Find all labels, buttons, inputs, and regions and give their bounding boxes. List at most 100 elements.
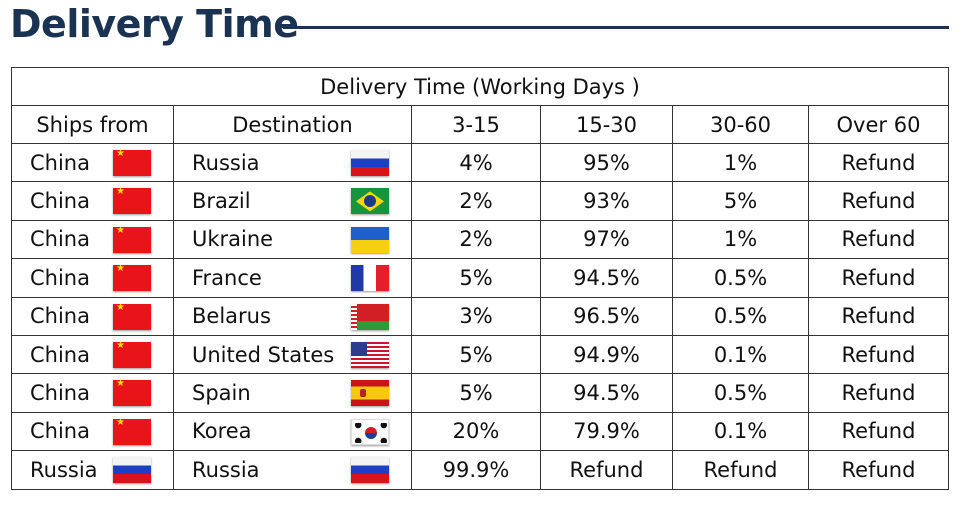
ships-from-cell: China <box>11 181 174 221</box>
ships-from-cell: China <box>11 142 174 183</box>
cn-flag-icon <box>113 265 151 292</box>
header-ships-from: Ships from <box>11 105 174 144</box>
table-row: China Ukraine 2%97%1%Refund <box>11 219 949 260</box>
cn-flag-icon <box>113 380 151 407</box>
destination-name: Ukraine <box>192 227 274 252</box>
table-row: China Russia 4%95%1%Refund <box>11 142 949 183</box>
pct-30-60: 0.1% <box>672 411 809 452</box>
over-60: Refund <box>808 142 949 183</box>
title-rule <box>283 26 949 29</box>
over-60: Refund <box>808 334 949 375</box>
pct-3-15: 3% <box>411 296 541 336</box>
destination-cell: Ukraine <box>173 219 412 260</box>
header-destination: Destination <box>173 105 412 144</box>
cn-flag-icon <box>113 303 151 330</box>
pct-30-60: 0.5% <box>672 296 809 336</box>
ru-flag-icon <box>113 457 151 484</box>
table-row: China United States 5%94.9%0.1%Refund <box>11 334 949 375</box>
kr-flag-icon <box>351 418 389 445</box>
pct-30-60: 1% <box>672 219 809 260</box>
cn-flag-icon <box>113 188 151 215</box>
header-3-15: 3-15 <box>411 105 541 144</box>
pct-3-15: 5% <box>411 334 541 375</box>
cn-flag-icon <box>113 150 151 176</box>
pct-15-30: 79.9% <box>540 411 673 452</box>
destination-cell: Korea <box>173 411 412 452</box>
table-row: China Korea 20%79.9%0.1%Refund <box>11 411 949 452</box>
table-row: Russia Russia 99.9% Refund Refund Refund <box>11 450 949 490</box>
destination-name: France <box>192 265 262 290</box>
pct-3-15: 2% <box>411 181 541 221</box>
es-flag-icon <box>351 380 389 407</box>
ships-from-cell: China <box>11 258 174 298</box>
table-row: China Brazil 2%93%5%Refund <box>11 181 949 221</box>
origin-name: China <box>30 189 90 214</box>
destination-cell: Russia <box>173 450 412 490</box>
fr-flag-icon <box>351 265 389 292</box>
ships-from-cell: China <box>11 296 174 336</box>
origin-name: China <box>30 265 90 290</box>
destination-cell: Brazil <box>173 181 412 221</box>
destination-name: Spain <box>192 381 251 406</box>
pct-15-30: 95% <box>540 142 673 183</box>
origin-name: China <box>30 227 90 252</box>
ships-from-cell: China <box>11 373 174 413</box>
pct-15-30: Refund <box>540 450 673 490</box>
cn-flag-icon <box>113 341 151 368</box>
destination-name: Belarus <box>192 304 271 329</box>
destination-cell: Russia <box>173 142 412 183</box>
us-flag-icon <box>351 341 389 368</box>
pct-30-60: 5% <box>672 181 809 221</box>
header-15-30: 15-30 <box>540 105 673 144</box>
destination-name: Russia <box>192 457 260 482</box>
cn-flag-icon <box>113 418 151 445</box>
destination-name: Russia <box>192 150 260 175</box>
origin-name: China <box>30 381 90 406</box>
origin-name: Russia <box>30 457 98 482</box>
br-flag-icon <box>351 188 389 215</box>
over-60: Refund <box>808 411 949 452</box>
pct-15-30: 96.5% <box>540 296 673 336</box>
table-row: China Belarus 3%96.5%0.5%Refund <box>11 296 949 336</box>
origin-name: China <box>30 419 90 444</box>
destination-cell: United States <box>173 334 412 375</box>
destination-cell: Spain <box>173 373 412 413</box>
destination-name: United States <box>192 342 335 367</box>
ru-flag-icon <box>351 457 389 484</box>
over-60: Refund <box>808 296 949 336</box>
pct-30-60: 1% <box>672 142 809 183</box>
pct-3-15: 4% <box>411 142 541 183</box>
pct-30-60: Refund <box>672 450 809 490</box>
destination-name: Brazil <box>192 189 251 214</box>
pct-3-15: 99.9% <box>411 450 541 490</box>
destination-cell: France <box>173 258 412 298</box>
table-caption: Delivery Time (Working Days ) <box>11 67 949 106</box>
pct-30-60: 0.5% <box>672 373 809 413</box>
destination-name: Korea <box>192 419 252 444</box>
pct-15-30: 94.5% <box>540 258 673 298</box>
ru-flag-icon <box>351 150 389 176</box>
pct-15-30: 94.5% <box>540 373 673 413</box>
table-row: China Spain 5%94.5%0.5%Refund <box>11 373 949 413</box>
ships-from-cell: China <box>11 219 174 260</box>
table-row: China France 5%94.5%0.5%Refund <box>11 258 949 298</box>
origin-name: China <box>30 150 90 175</box>
pct-3-15: 5% <box>411 373 541 413</box>
pct-15-30: 97% <box>540 219 673 260</box>
pct-15-30: 93% <box>540 181 673 221</box>
destination-cell: Belarus <box>173 296 412 336</box>
pct-3-15: 5% <box>411 258 541 298</box>
over-60: Refund <box>808 258 949 298</box>
over-60: Refund <box>808 219 949 260</box>
origin-name: China <box>30 342 90 367</box>
header-30-60: 30-60 <box>672 105 809 144</box>
over-60: Refund <box>808 450 949 490</box>
over-60: Refund <box>808 181 949 221</box>
pct-30-60: 0.5% <box>672 258 809 298</box>
pct-3-15: 20% <box>411 411 541 452</box>
origin-name: China <box>30 304 90 329</box>
by-flag-icon <box>351 303 389 330</box>
ua-flag-icon <box>351 226 389 253</box>
pct-30-60: 0.1% <box>672 334 809 375</box>
header-over-60: Over 60 <box>808 105 949 144</box>
